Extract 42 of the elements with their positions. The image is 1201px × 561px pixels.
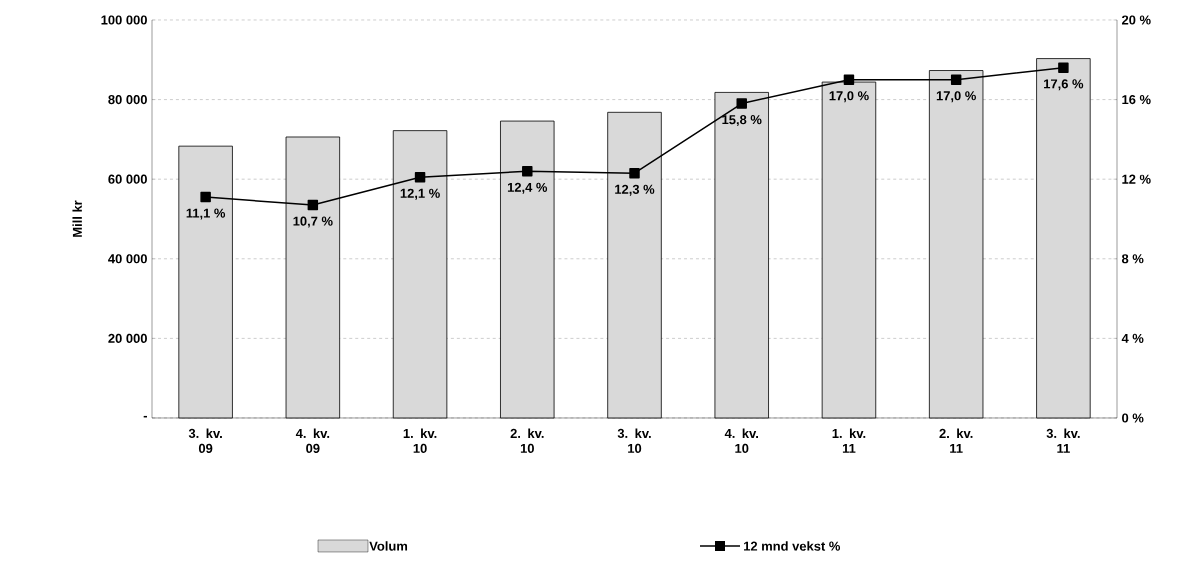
x-tick-label: 4. kv. 09 [295, 428, 330, 453]
x-tick-label: 4. kv. 10 [724, 428, 758, 453]
y2-tick-label: 16 % [1122, 95, 1151, 105]
y2-tick-label: 8 % [1121, 254, 1144, 264]
point [307, 199, 319, 211]
y-tick-label: 100 000 [101, 15, 147, 25]
point [414, 171, 426, 183]
point [522, 165, 533, 177]
x-tick-label: 2. kv. 11 [939, 428, 973, 453]
point [1058, 62, 1069, 73]
x-tick-label: 1. kv. 10 [403, 428, 437, 453]
data-label: 17,0 % [829, 91, 869, 103]
data-label: 12,1 % [400, 188, 440, 200]
point [950, 74, 962, 85]
y-tick-label: 80 000 [108, 95, 147, 105]
x-tick-label: 3. kv. 10 [617, 428, 651, 453]
data-label: 17,6 % [1044, 79, 1084, 91]
y2-tick-label: 0 % [1122, 413, 1144, 423]
x-tick-label: 3. kv. 11 [1046, 428, 1080, 453]
y-tick-label: - [143, 415, 147, 418]
point [736, 98, 747, 109]
x-tick-label: 3. kv. 09 [188, 428, 222, 453]
y-axis-title: Mill kr [72, 200, 82, 237]
x-tick-label: 2. kv. 10 [510, 428, 544, 453]
data-label: 12,3 % [615, 184, 655, 196]
x-tick-label: 1. kv. 11 [832, 428, 866, 453]
y-tick-label: 60 000 [108, 174, 147, 184]
point [200, 191, 211, 203]
y-tick-label: 20 000 [108, 333, 147, 343]
data-label: 12,4 % [507, 182, 548, 194]
data-label: 17,0 % [936, 91, 976, 103]
legend-label: Volum [369, 541, 408, 551]
y2-tick-label: 20 % [1121, 15, 1151, 25]
point [843, 74, 855, 85]
point [629, 167, 640, 179]
y2-tick-label: 4 % [1121, 333, 1144, 343]
data-label: 10,7 % [293, 216, 333, 228]
y-tick-label: 40 000 [108, 254, 147, 264]
y2-tick-label: 12 % [1122, 174, 1151, 184]
legend-label: 12 mnd vekst % [744, 541, 841, 551]
data-label: 11,1 % [186, 208, 226, 220]
data-label: 15,8 % [722, 115, 762, 127]
